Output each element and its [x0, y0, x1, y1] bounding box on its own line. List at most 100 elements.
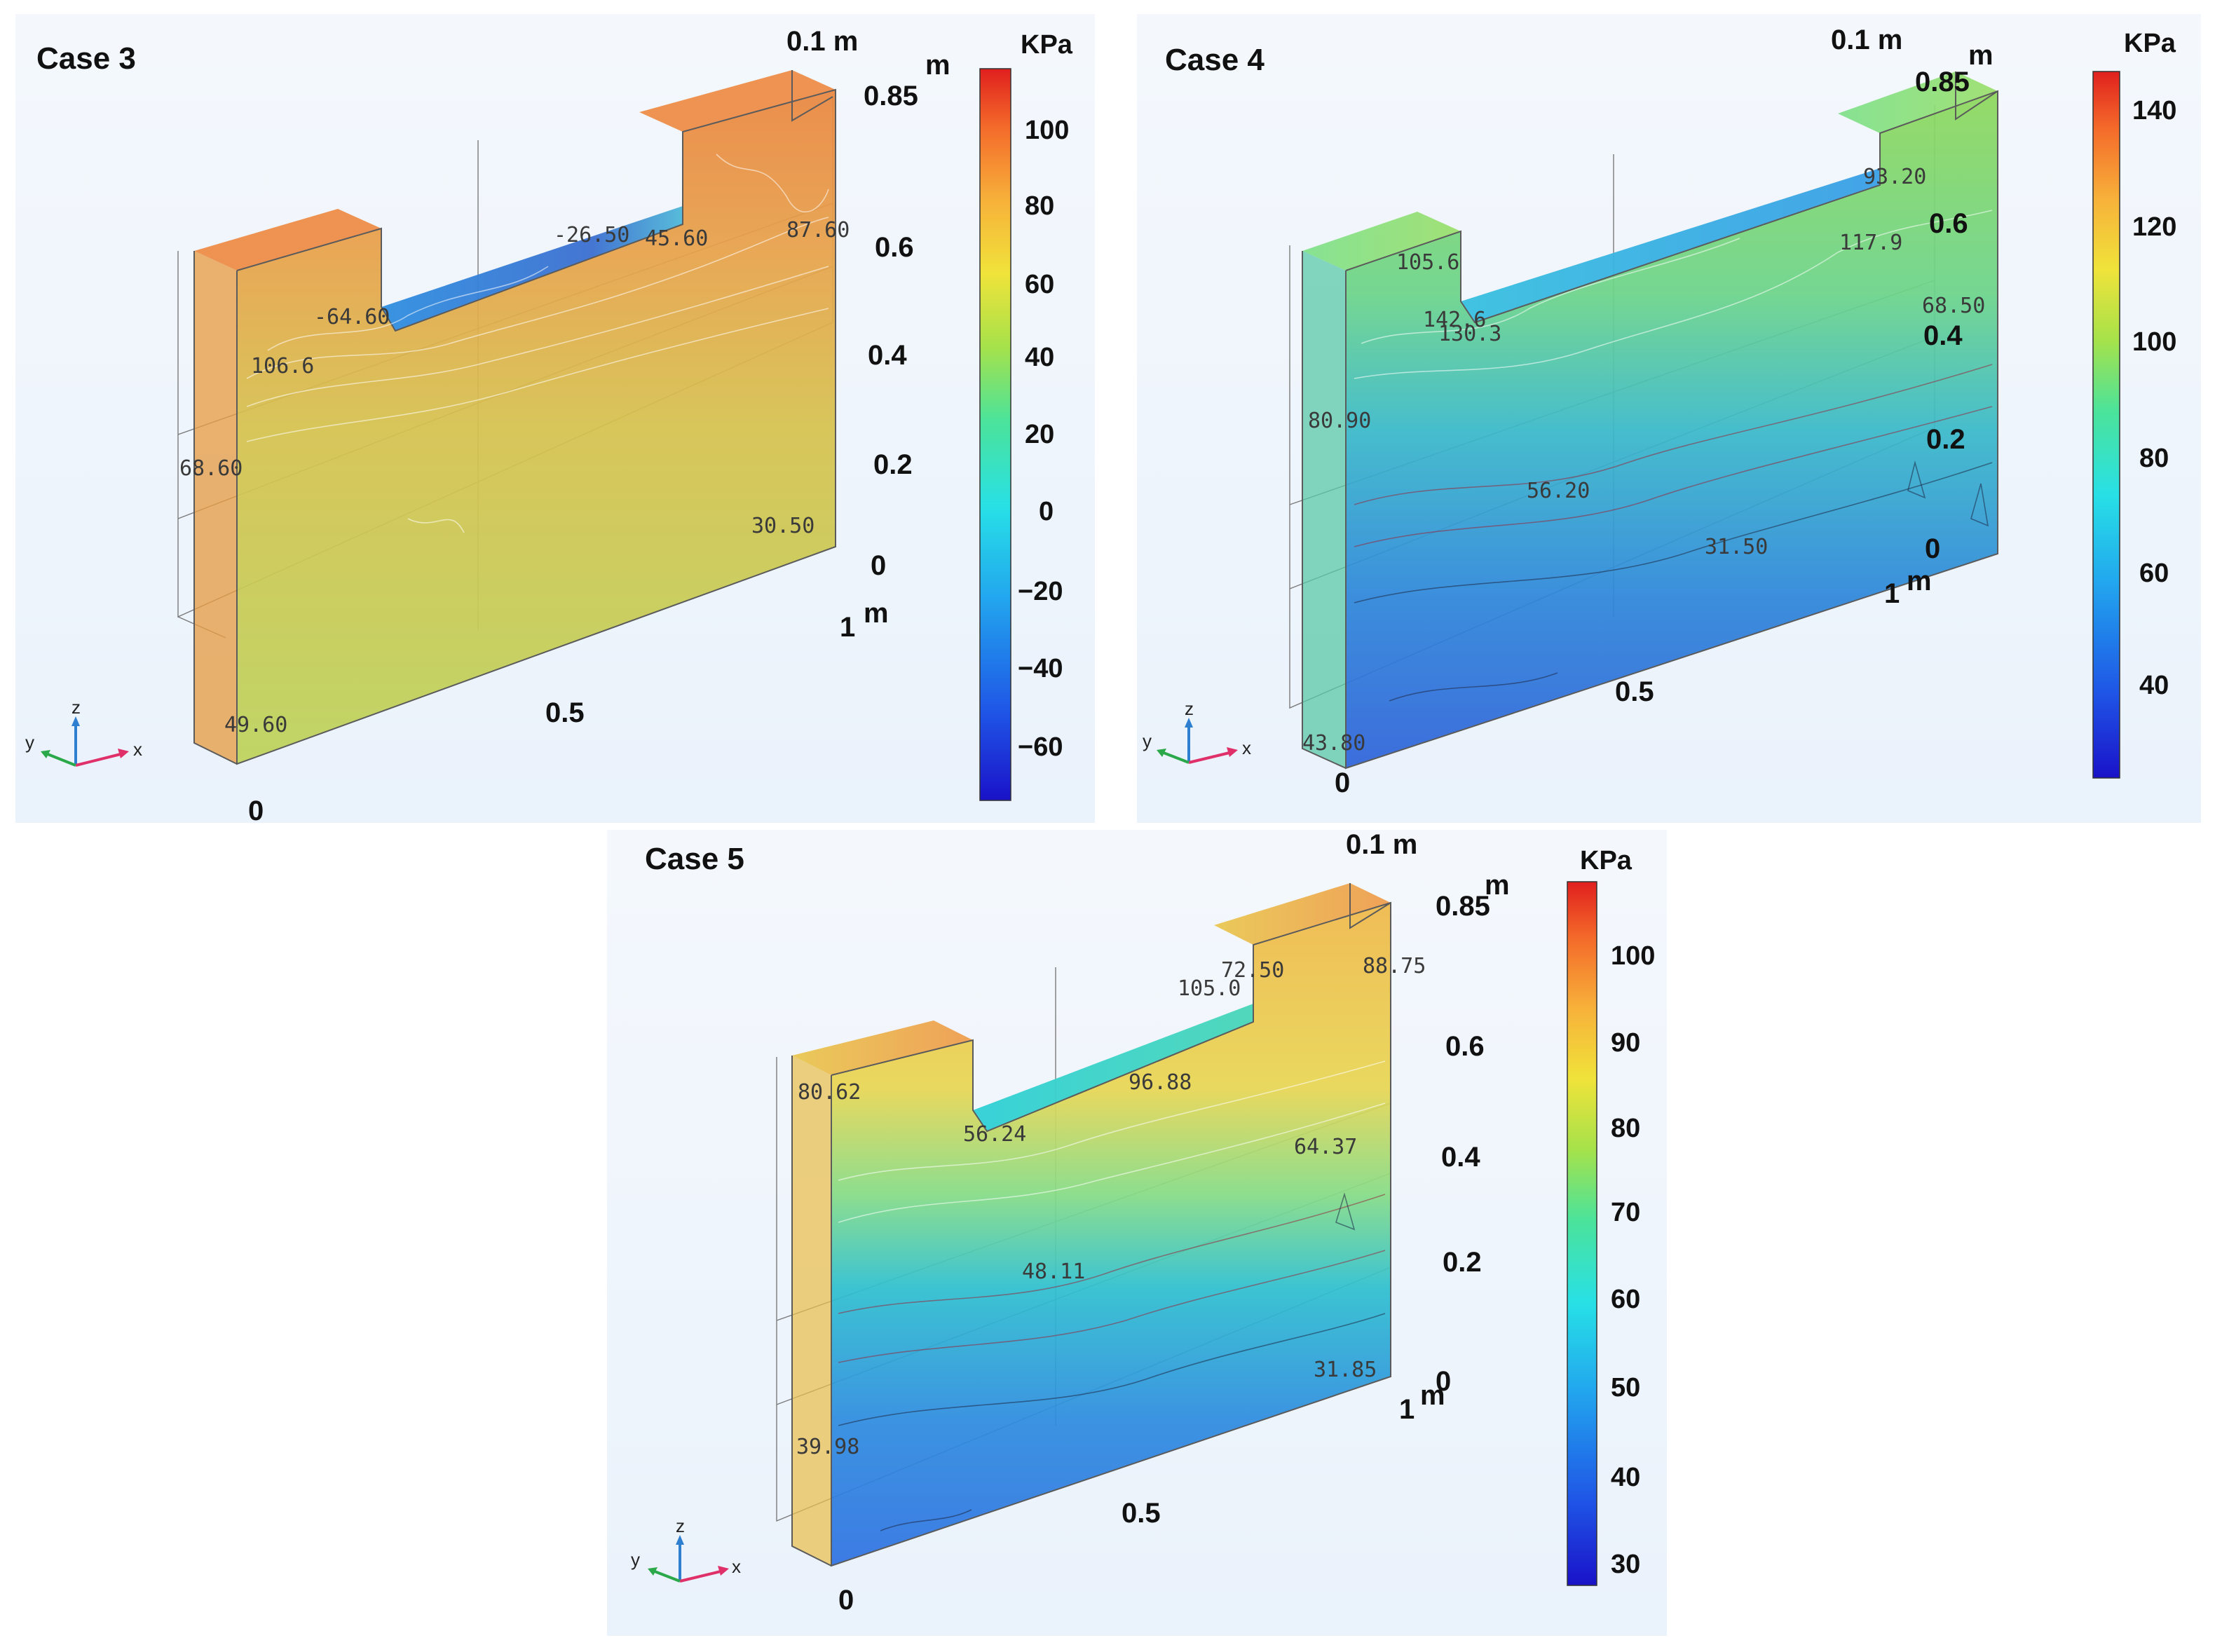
case4-z-unit: m [1968, 40, 1994, 71]
case3-ann-6: 68.60 [179, 456, 243, 481]
case3-contours [246, 153, 829, 533]
case4-x-start: 0 [1335, 767, 1350, 798]
case5-colorbar-unit: KPa [1580, 846, 1633, 875]
case4-z-tick-3: 0.2 [1926, 424, 1965, 455]
case3-annotations: -26.50 45.60 87.60 -64.60 106.6 68.60 30… [179, 218, 850, 737]
case3-cb-tick: 0 [1039, 497, 1054, 526]
case4-contours [1354, 210, 1993, 702]
case3-cb-tick: −60 [1018, 732, 1063, 762]
panel-case4: Case 4 93.20 105.6 117.9 [1137, 14, 2201, 823]
case5-cb-tick: 100 [1611, 941, 1655, 971]
case3-triad-z: z [71, 697, 81, 718]
case3-axes: 0.1 m m 0.85 0.6 0.4 0.2 0 1 m 0.5 0 [248, 26, 950, 826]
case4-right-block-top [1838, 71, 1998, 133]
case3-ann-7: 30.50 [751, 514, 815, 538]
case5-z-tick-0: 0.85 [1436, 891, 1490, 922]
case3-triad-y: y [25, 732, 34, 753]
case4-x-mid: 0.5 [1615, 676, 1654, 707]
case5-left-side [792, 1056, 831, 1566]
case5-ann-7: 64.37 [1294, 1135, 1357, 1159]
case3-z-tick-4: 0 [871, 550, 886, 581]
case5-z-unit: m [1485, 870, 1510, 901]
case5-colorbar: KPa 100 90 80 70 60 50 40 30 [1567, 846, 1655, 1586]
case3-z-tick-1: 0.6 [875, 232, 914, 263]
case5-x-unit: m [1420, 1380, 1445, 1411]
case3-slot-floor [381, 206, 683, 331]
case5-plot: Case 5 72.50 88.75 105.0 80.62 [631, 829, 1655, 1616]
case5-ann-1: 72.50 [1221, 958, 1284, 983]
case4-ann-2: 105.6 [1396, 250, 1459, 275]
case3-plot: Case 3 [25, 26, 1073, 826]
case3-ann-3: 87.60 [786, 218, 850, 243]
case3-front-face [237, 90, 836, 764]
case4-x-end: 1 [1884, 578, 1900, 609]
case5-cb-tick: 70 [1611, 1198, 1640, 1227]
case4-ann-6: 68.50 [1922, 294, 1985, 318]
case4-annotations: 93.20 105.6 117.9 142.6 130.3 68.50 80.9… [1302, 165, 1985, 756]
case5-z-tick-3: 0.2 [1443, 1247, 1482, 1278]
panel-case3: Case 3 [15, 14, 1095, 826]
case4-plot: Case 4 93.20 105.6 117.9 [1143, 25, 2176, 798]
case5-triad-z: z [676, 1515, 685, 1536]
case5-cb-tick: 60 [1611, 1285, 1640, 1314]
case3-triad-x: x [133, 739, 142, 760]
case4-axis-triad: z x y [1143, 698, 1251, 764]
case4-ann-1: 93.20 [1863, 165, 1926, 189]
case4-cb-tick: 120 [2132, 212, 2176, 242]
case3-axis-triad: z x y [25, 697, 142, 767]
case3-x-start: 0 [248, 796, 264, 826]
case4-cb-tick: 140 [2132, 96, 2176, 125]
case4-x-unit: m [1907, 566, 1932, 596]
case3-ann-4: -64.60 [314, 305, 390, 329]
case5-z-tick-2: 0.4 [1441, 1142, 1480, 1173]
case5-z-tick-1: 0.6 [1445, 1031, 1485, 1062]
case4-front-face [1346, 91, 1998, 768]
case4-z-tick-0: 0.85 [1915, 67, 1970, 97]
case3-ann-2: 45.60 [645, 226, 708, 251]
case3-ann-5: 106.6 [251, 354, 314, 378]
case3-x-unit: m [864, 598, 889, 629]
case5-ann-9: 31.85 [1314, 1358, 1377, 1382]
case4-slot-floor [1461, 168, 1880, 322]
case5-cb-tick: 40 [1611, 1463, 1640, 1492]
case4-cb-tick: 80 [2139, 444, 2169, 473]
case3-x-mid: 0.5 [545, 697, 585, 728]
case5-cb-tick: 90 [1611, 1028, 1640, 1058]
case5-axes: 0.1 m m 0.85 0.6 0.4 0.2 0 1 m 0.5 0 [838, 829, 1510, 1616]
case3-z-tick-0: 0.85 [864, 81, 918, 111]
case3-left-block-top [194, 209, 381, 271]
case3-z-unit: m [925, 50, 950, 81]
case5-front-face [831, 903, 1391, 1566]
case5-ann-2: 88.75 [1363, 954, 1426, 978]
case3-colorbar-unit: KPa [1021, 30, 1073, 60]
case4-ann-9: 31.50 [1705, 535, 1768, 559]
case4-z-tick-1: 0.6 [1929, 208, 1968, 239]
case3-ann-8: 49.60 [224, 713, 287, 737]
case3-cb-tick: 100 [1025, 116, 1069, 145]
case4-left-side [1302, 251, 1346, 768]
case4-ann-10: 43.80 [1302, 731, 1365, 756]
case5-axis-triad: z x y [631, 1515, 741, 1583]
case3-depth-label: 0.1 m [786, 26, 858, 57]
case4-ann-4: 142.6 [1423, 308, 1486, 332]
case5-left-block-top [792, 1020, 973, 1075]
panel-case5: Case 5 72.50 88.75 105.0 80.62 [607, 829, 1667, 1636]
case4-cb-tick: 60 [2139, 559, 2169, 588]
case4-cb-tick: 40 [2139, 671, 2169, 700]
case4-ann-3: 117.9 [1839, 231, 1902, 255]
case5-ann-6: 56.24 [963, 1122, 1026, 1147]
case3-cb-tick: 40 [1025, 343, 1054, 372]
case3-title: Case 3 [36, 41, 136, 76]
case3-cb-tick: 80 [1025, 191, 1054, 221]
case4-axes: 0.1 m m 0.85 0.6 0.4 0.2 0 1 m 0.5 0 [1335, 25, 1994, 798]
case5-slot-floor [973, 1004, 1253, 1131]
case5-x-mid: 0.5 [1122, 1498, 1161, 1529]
case5-x-start: 0 [838, 1585, 854, 1616]
case3-cb-tick: −20 [1018, 577, 1063, 606]
case4-ann-5: 130.3 [1438, 322, 1501, 346]
case5-ann-5: 96.88 [1129, 1070, 1192, 1095]
case4-z-tick-2: 0.4 [1923, 320, 1963, 351]
case5-cb-tick: 50 [1611, 1373, 1640, 1402]
case4-ann-7: 80.90 [1308, 409, 1371, 433]
case3-right-block-top [639, 70, 836, 132]
